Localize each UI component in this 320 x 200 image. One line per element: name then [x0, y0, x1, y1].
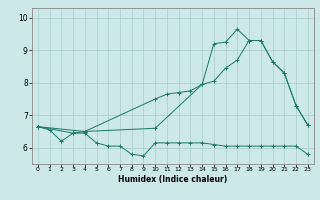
X-axis label: Humidex (Indice chaleur): Humidex (Indice chaleur) — [118, 175, 228, 184]
